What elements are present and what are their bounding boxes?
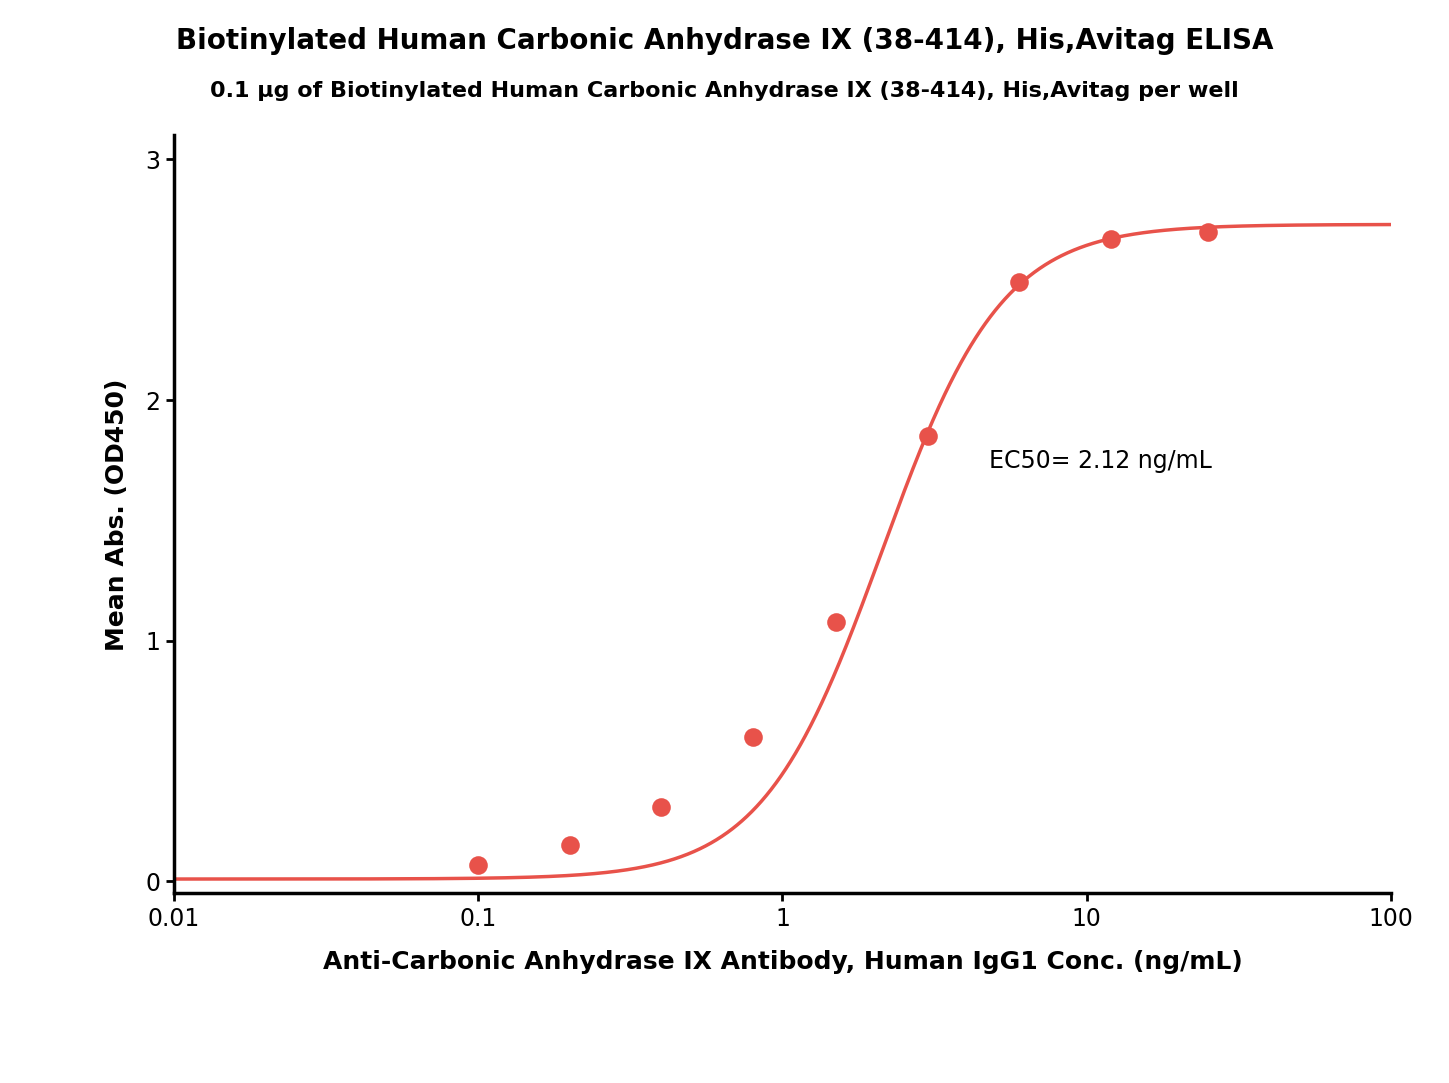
X-axis label: Anti-Carbonic Anhydrase IX Antibody, Human IgG1 Conc. (ng/mL): Anti-Carbonic Anhydrase IX Antibody, Hum…	[323, 950, 1242, 974]
Text: 0.1 μg of Biotinylated Human Carbonic Anhydrase IX (38-414), His,Avitag per well: 0.1 μg of Biotinylated Human Carbonic An…	[210, 81, 1239, 101]
Point	[742, 729, 765, 746]
Point	[1197, 223, 1220, 240]
Point	[558, 837, 581, 854]
Point	[467, 856, 490, 873]
Y-axis label: Mean Abs. (OD450): Mean Abs. (OD450)	[104, 378, 129, 651]
Point	[1007, 274, 1030, 291]
Point	[824, 613, 848, 630]
Point	[649, 798, 672, 815]
Point	[916, 428, 939, 445]
Text: EC50= 2.12 ng/mL: EC50= 2.12 ng/mL	[990, 449, 1213, 473]
Text: Biotinylated Human Carbonic Anhydrase IX (38-414), His,Avitag ELISA: Biotinylated Human Carbonic Anhydrase IX…	[175, 27, 1274, 55]
Point	[1100, 231, 1123, 248]
